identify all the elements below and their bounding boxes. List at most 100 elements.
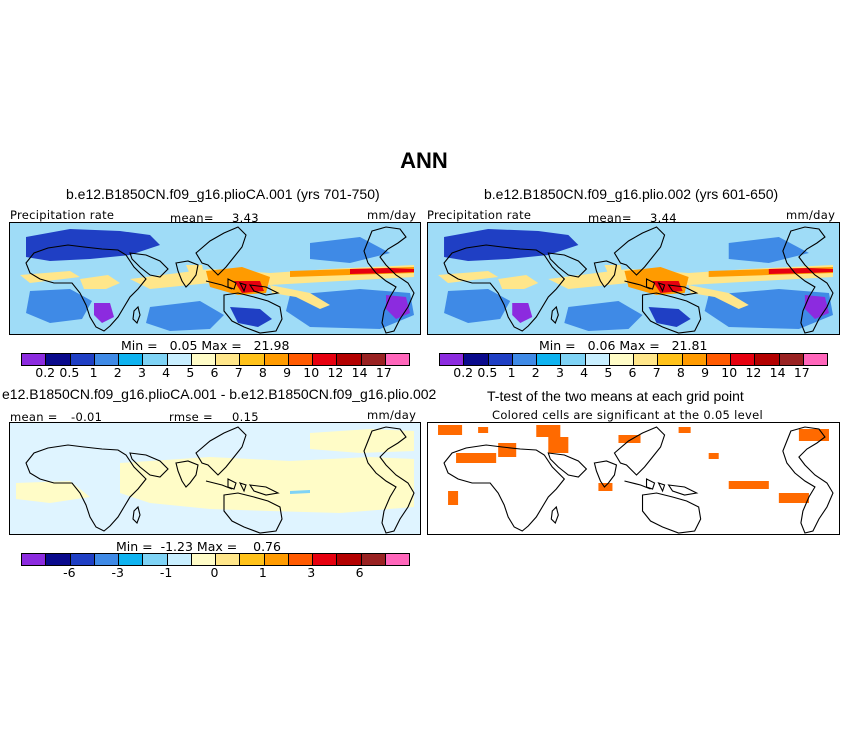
precip-colorbar-swatch [658,354,683,365]
sig-cell-nw [438,425,463,435]
madagascar-coastline [132,305,141,324]
colorbar-tick-label: 6 [210,365,219,380]
panel2-title: b.e12.B1850CN.f09_g16.plio.002 (yrs 601-… [484,186,779,202]
panel1-mean-value: 3.43 [232,211,259,225]
panel1-colorbar [21,353,410,366]
sig-cell-pac-2 [728,481,769,489]
panel1-min-value: 0.05 [169,338,198,353]
panel3-minmax: Min = -1.23 Max = 0.76 [116,539,281,554]
diff-colorbar-swatch [361,554,386,565]
colorbar-tick-label: 9 [701,365,710,380]
colorbar-tick-label: 0 [210,565,219,580]
colorbar-tick-label: 8 [258,365,267,380]
americas-coastline [782,426,834,534]
panel3-colorbar [21,553,410,566]
panel2-max-value: 21.81 [671,338,708,353]
india-coastline [175,260,199,288]
panel2-mean-label: mean= [588,211,632,225]
arabia-coastline [129,252,169,278]
panel1-map [9,222,421,335]
colorbar-tick-label: 1 [507,365,516,380]
panel2-minmax: Min = 0.06 Max = 21.81 [539,338,707,353]
colorbar-tick-label: 0.5 [59,365,80,380]
panel2-colorbar-labels: 0.2 0.5 1 2 3 4 5 6 7 8 9 10 12 14 17 [439,365,826,380]
colorbar-tick-label: 3 [307,565,316,580]
colorbar-tick-label: 2 [531,365,540,380]
colorbar-tick-label: 17 [793,365,810,380]
diff-colorbar-swatch [264,554,289,565]
colorbar-tick-label: 1 [258,565,267,580]
maritime-continent-coastline [205,278,247,293]
dry-south-atlantic [26,289,92,323]
panel4-title: T-test of the two means at each grid poi… [487,388,744,404]
panel3-title: e12.B1850CN.f09_g16.plioCA.001 - b.e12.B… [2,386,437,402]
precip-colorbar-swatch [803,354,827,365]
sig-cell-arabia [536,425,561,437]
panel2-mean-value: 3.44 [650,211,677,225]
panel1-minmax: Min = 0.05 Max = 21.98 [121,338,289,353]
panel2-colorbar [439,353,828,366]
madagascar-coastline [550,305,559,324]
sig-cell-ne [798,429,829,441]
colorbar-tick-label: 0.2 [35,365,56,380]
arabia-coastline [129,452,169,478]
asia-coastline [613,426,666,476]
desert-south-africa [94,303,114,323]
panel3-mean-label: mean = [10,410,58,424]
precip-colorbar-swatch [561,354,586,365]
diff-pos-west [16,481,90,503]
madagascar-coastline [550,505,559,524]
dry-australia [648,307,691,327]
panel1-max-value: 21.98 [253,338,290,353]
precip-colorbar-swatch [779,354,804,365]
maritime-continent-coastline [624,478,666,493]
diff-colorbar-swatch [119,554,144,565]
colorbar-tick-label: 5 [186,365,195,380]
dry-south-indian [564,301,643,331]
maritime-continent-coastline [205,478,247,493]
precip-colorbar-swatch [240,354,265,365]
itcz-max [350,268,414,274]
precip-colorbar-swatch [537,354,562,365]
diff-colorbar-swatch [313,554,338,565]
diff-colorbar-swatch [337,554,362,565]
precip-colorbar-swatch [755,354,780,365]
asia-coastline [613,226,666,276]
sig-cell-arabia-2 [548,437,569,453]
africa-coastline [443,244,566,332]
colorbar-tick-label: 2 [113,365,122,380]
new-guinea-coastline [667,284,699,296]
india-rain [604,265,623,279]
precip-colorbar-swatch [706,354,731,365]
desert-south-africa [512,303,533,323]
americas-coastline [363,426,415,534]
panel2-units: mm/day [786,208,836,222]
india-coastline [593,460,618,488]
colorbar-tick-label: 3 [137,365,146,380]
precip-colorbar-swatch [385,354,409,365]
colorbar-tick-label: 8 [676,365,685,380]
colorbar-tick-label: -6 [63,565,76,580]
dry-north-pacific [728,237,809,263]
panel1-mean-label: mean= [170,211,214,225]
panel1-title: b.e12.B1850CN.f09_g16.plioCA.001 (yrs 70… [66,186,380,202]
sig-cell-pac [708,453,719,459]
sig-cell-asia [618,435,641,443]
australia-coastline [641,292,702,334]
sig-cell-asia-2 [678,427,691,433]
precip-colorbar-swatch [191,354,216,365]
colorbar-tick-label: 9 [283,365,292,380]
panel3-rmse-label: rmse = [169,410,213,424]
arabia-coastline [547,452,588,478]
panel3-max-value: 0.76 [253,539,281,554]
colorbar-tick-label: 14 [351,365,368,380]
dry-north-africa [444,229,579,261]
precip-colorbar-swatch [94,354,119,365]
africa-coastline [25,244,147,332]
colorbar-tick-label: 17 [375,365,392,380]
diff-colorbar-swatch [94,554,119,565]
panel3-colorbar-labels: -6 -3 -1 0 1 3 6 [21,565,408,580]
panel2-variable: Precipitation rate [427,208,532,222]
precip-colorbar-swatch [440,354,465,365]
americas-coastline [363,226,415,334]
